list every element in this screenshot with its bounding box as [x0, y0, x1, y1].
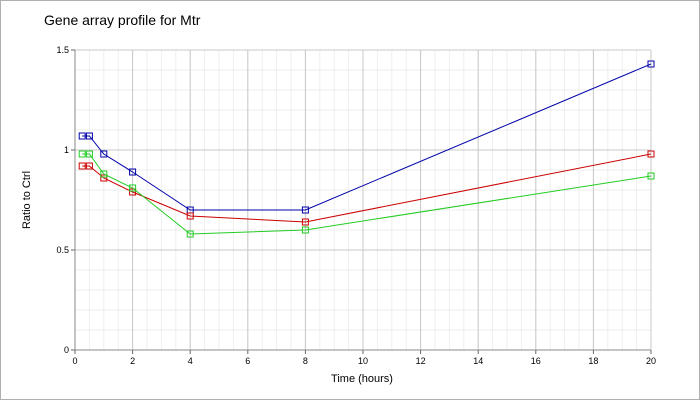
series-3-marker [78, 150, 86, 158]
series-3-marker [129, 184, 137, 192]
y-tick-label: 0 [64, 345, 69, 355]
series-1-marker [85, 132, 93, 140]
y-tick-label: 0.5 [56, 245, 69, 255]
series-3-marker [85, 150, 93, 158]
x-tick-label: 8 [303, 356, 308, 366]
series-1-marker [301, 206, 309, 214]
series-3-marker [186, 230, 194, 238]
series-1-marker [129, 168, 137, 176]
x-tick-label: 0 [72, 356, 77, 366]
series-2-marker [647, 150, 655, 158]
series-3-marker [301, 226, 309, 234]
series-group [78, 60, 655, 238]
series-1-line [82, 63, 652, 211]
x-tick-label: 2 [130, 356, 135, 366]
series-2-marker [186, 212, 194, 220]
series-2-marker [301, 218, 309, 226]
series-2-marker [78, 162, 86, 170]
x-tick-label: 20 [646, 356, 656, 366]
series-2-line [82, 153, 652, 223]
x-tick-label: 18 [588, 356, 598, 366]
series-1-marker [100, 150, 108, 158]
x-tick-label: 14 [473, 356, 483, 366]
series-2-marker [129, 188, 137, 196]
series-3-line [82, 153, 652, 235]
axes [71, 49, 652, 354]
series-1-marker [78, 132, 86, 140]
y-tick-label: 1.5 [56, 45, 69, 55]
series-3-marker [100, 170, 108, 178]
series-3-marker [647, 172, 655, 180]
series-1-marker [647, 60, 655, 68]
x-axis-label: Time (hours) [331, 373, 393, 385]
x-tick-label: 4 [188, 356, 193, 366]
y-tick-label: 1 [64, 145, 69, 155]
x-tick-label: 6 [245, 356, 250, 366]
x-tick-label: 16 [531, 356, 541, 366]
series-2-marker [100, 174, 108, 182]
series-2-marker [85, 162, 93, 170]
tick-labels: 0 2 4 6 8 10 12 14 16 18 20 0 0.5 1 1.5 [56, 45, 656, 366]
series-1 [78, 60, 655, 214]
series-3 [78, 150, 655, 238]
x-tick-label: 10 [358, 356, 368, 366]
series-2 [78, 150, 655, 226]
x-tick-label: 12 [416, 356, 426, 366]
chart-title: Gene array profile for Mtr [44, 12, 201, 28]
